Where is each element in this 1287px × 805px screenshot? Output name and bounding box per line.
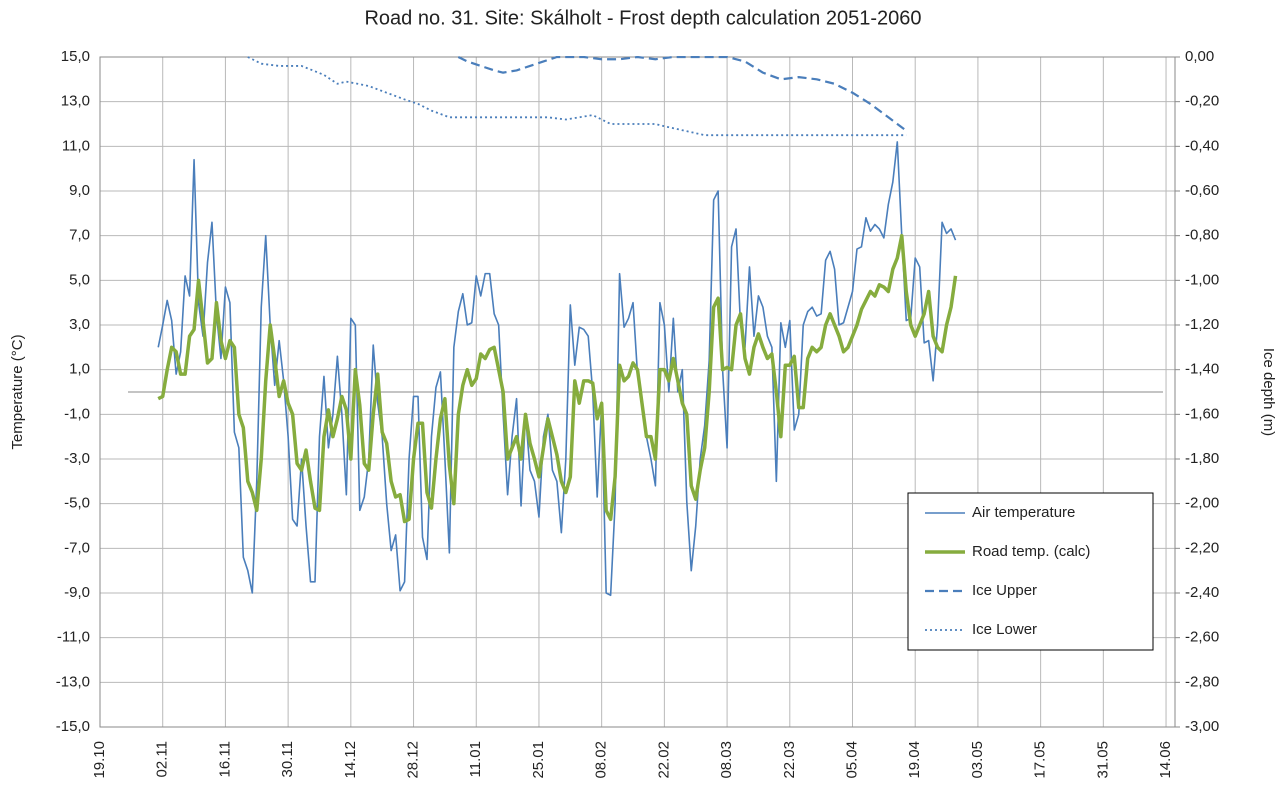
y-tick-label: 9,0 [69,182,90,199]
y2-tick-label: -0,20 [1185,93,1219,110]
plot-area [157,56,958,597]
y-tick-label: 13,0 [61,93,90,110]
y-tick-label: -15,0 [56,718,90,735]
x-tick-label: 08.02 [593,741,610,779]
y2-tick-label: -1,80 [1185,450,1219,467]
y2-tick-label: -1,60 [1185,405,1219,422]
y2-tick-label: -0,60 [1185,182,1219,199]
y-axis-title: Temperature (°C) [9,334,26,449]
y-tick-label: 1,0 [69,361,90,378]
grid: 15,0 13,0 11,0 9,0 7,0 5,0 3,0 1,0 -1,0 -3,0 -5,0 -… [56,48,1219,779]
x-tick-label: 28.12 [405,741,422,779]
y2-tick-label: -3,00 [1185,718,1219,735]
y-tick-label: 7,0 [69,227,90,244]
y2-tick-label: -1,00 [1185,271,1219,288]
y-tick-label: -7,0 [64,539,90,556]
y2-tick-label: -1,40 [1185,361,1219,378]
y-tick-label: -1,0 [64,405,90,422]
y-tick-label: -9,0 [64,584,90,601]
x-tick-label: 30.11 [279,741,296,777]
y2-tick-label: -0,80 [1185,227,1219,244]
y2-tick-label: 0,00 [1185,48,1214,65]
y2-tick-label: -2,80 [1185,673,1219,690]
y-tick-label: -11,0 [57,629,90,646]
x-tick-label: 22.02 [655,741,672,779]
x-tick-label: 19.04 [906,741,923,779]
legend: Air temperature Road temp. (calc) Ice Uppe… [907,492,1154,651]
series-line [157,233,958,524]
legend-label: Ice Lower [972,621,1037,638]
y-tick-label: 15,0 [61,48,90,65]
series-line [157,141,957,597]
y-tick-label: -3,0 [64,450,90,467]
x-tick-label: 31.05 [1094,741,1111,779]
series-line [247,56,907,137]
x-tick-label: 22.03 [781,741,798,779]
y2-axis-title: Ice depth (m) [1260,348,1277,436]
y2-tick-label: -2,40 [1185,584,1219,601]
x-tick-label: 08.03 [718,741,735,779]
legend-box [907,492,1154,651]
legend-label: Air temperature [972,504,1075,521]
x-tick-label: 11.01 [467,741,484,777]
y-tick-label: 3,0 [69,316,90,333]
x-tick-label: 25.01 [530,741,547,779]
x-tick-label: 19.10 [91,741,108,779]
x-tick-label: 05.04 [843,741,860,779]
x-tick-label: 17.05 [1032,741,1049,779]
legend-label: Ice Upper [972,582,1037,599]
x-tick-label: 14.06 [1157,741,1174,779]
y2-tick-label: -2,20 [1185,539,1219,556]
x-tick-label: 03.05 [969,741,986,779]
series-line [457,56,907,132]
x-tick-label: 02.11 [154,741,171,777]
y-tick-label: -13,0 [56,673,90,690]
y-tick-label: -5,0 [64,495,90,512]
chart-title: Road no. 31. Site: Skálholt - Frost dept… [364,7,921,29]
y2-tick-label: -2,00 [1185,495,1219,512]
legend-label: Road temp. (calc) [972,543,1090,560]
y-tick-label: 5,0 [69,271,90,288]
y2-tick-label: -1,20 [1185,316,1219,333]
y2-tick-label: -0,40 [1185,137,1219,154]
y2-tick-label: -2,60 [1185,629,1219,646]
x-tick-label: 16.11 [216,741,233,777]
y-tick-label: 11,0 [62,137,90,154]
x-tick-label: 14.12 [342,741,359,779]
